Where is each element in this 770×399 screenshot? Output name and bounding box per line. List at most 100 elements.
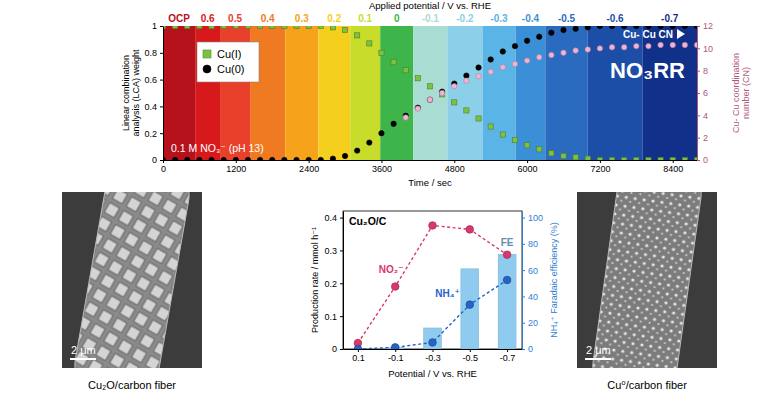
data-point <box>403 115 408 120</box>
data-point <box>609 26 614 29</box>
data-point <box>585 47 590 52</box>
tick-label: 0.8 <box>144 48 157 58</box>
data-point <box>270 26 275 29</box>
data-point <box>221 157 226 160</box>
data-point <box>415 106 420 111</box>
data-point <box>488 69 493 74</box>
axis-title: Production rate / mmol h⁻¹ <box>310 227 320 333</box>
data-point <box>561 27 566 32</box>
tick-label: -0.5 <box>463 353 479 363</box>
potential-label: -0.3 <box>490 13 508 24</box>
tick-label: 0.4 <box>324 213 337 223</box>
tick-mark <box>454 160 455 163</box>
tick: 7200 <box>590 160 610 174</box>
tick-mark <box>673 160 674 163</box>
tick: 0 <box>161 160 166 174</box>
data-point <box>185 157 190 160</box>
data-point <box>367 140 372 145</box>
tick-mark <box>522 218 525 219</box>
data-point <box>682 157 687 160</box>
data-point <box>597 26 602 29</box>
annotation: NO₃RR <box>610 58 685 83</box>
data-point <box>500 49 505 54</box>
tick-label: 0 <box>703 155 708 165</box>
data-point <box>233 157 238 160</box>
potential-label: 0.2 <box>327 13 341 24</box>
axis-title: Applied potential / V vs. RHE <box>369 0 491 11</box>
series-label: NO₂⁻ <box>379 264 404 275</box>
data-point <box>197 157 202 160</box>
figure: OCP0.60.50.40.30.20.10-0.1-0.2-0.3-0.4-0… <box>0 0 770 399</box>
data-point <box>367 41 372 46</box>
tick: -0.1 <box>388 349 404 363</box>
tick-label: 0 <box>161 164 166 174</box>
data-point <box>354 345 362 349</box>
data-point <box>488 124 493 129</box>
series-points <box>354 276 511 349</box>
tick: 0 <box>332 344 343 354</box>
data-point <box>294 26 299 29</box>
data-point <box>391 344 399 349</box>
series-points <box>354 222 511 347</box>
tick-mark <box>697 138 700 139</box>
tick: 0 <box>152 155 163 165</box>
tick-label: 8400 <box>663 164 683 174</box>
data-point <box>476 116 481 121</box>
data-point <box>452 100 457 105</box>
data-point <box>503 251 511 259</box>
data-point <box>670 157 675 160</box>
data-point <box>415 76 420 81</box>
axis-title: NH₄⁺ Faradaic efficiency (%) <box>549 222 559 337</box>
scale-bar-label: 2 μm <box>586 344 611 356</box>
tick: 4800 <box>445 160 465 174</box>
tick: 8 <box>697 66 708 76</box>
tick-label: 100 <box>528 213 543 223</box>
data-point <box>245 157 250 160</box>
chart-title: Cu₂O/C <box>349 215 387 227</box>
tick: 1200 <box>226 160 246 174</box>
potential-band <box>318 26 350 160</box>
tick-mark <box>340 316 343 317</box>
potential-label: -0.5 <box>558 13 576 24</box>
data-point <box>257 26 262 29</box>
image-panel: 2 μmCu₂O/carbon fiber <box>62 156 202 399</box>
data-point <box>609 157 614 160</box>
tick-mark <box>381 160 382 163</box>
data-point <box>476 65 481 70</box>
potential-label: OCP <box>168 13 190 24</box>
data-point <box>427 84 432 89</box>
data-point <box>537 55 542 60</box>
legend-label: Cu(I) <box>217 48 241 60</box>
tick: 0.2 <box>144 129 163 139</box>
tick-mark <box>160 26 163 27</box>
tick: 0.1 <box>324 312 343 322</box>
data-point <box>221 26 226 29</box>
data-point <box>549 52 554 57</box>
tick-label: 12 <box>703 21 713 31</box>
tick-label: 10 <box>703 44 713 54</box>
tick: 12 <box>697 21 713 31</box>
data-point <box>464 73 469 78</box>
legend: Cu(I)Cu(0) <box>197 42 259 82</box>
tick-mark <box>527 160 528 163</box>
tick-label: 8 <box>703 66 708 76</box>
plot-area <box>163 26 697 160</box>
potential-label: 0.6 <box>201 13 215 24</box>
data-point <box>318 157 323 160</box>
tick: 60 <box>522 266 538 276</box>
data-point <box>585 156 590 160</box>
tick: 0.6 <box>144 75 163 85</box>
tick-label: 4 <box>703 111 708 121</box>
tick-label: 1 <box>152 21 157 31</box>
data-point <box>282 157 287 160</box>
data-point <box>270 157 275 160</box>
data-point <box>585 26 590 30</box>
axis-title: Linear combinationanalysis (LCA) weight <box>121 49 141 137</box>
potential-band <box>413 26 447 160</box>
tick: 0.2 <box>324 279 343 289</box>
data-point <box>670 42 675 47</box>
fiber <box>589 192 705 368</box>
data-point <box>415 105 420 110</box>
tick-mark <box>160 133 163 134</box>
data-point <box>209 26 214 29</box>
